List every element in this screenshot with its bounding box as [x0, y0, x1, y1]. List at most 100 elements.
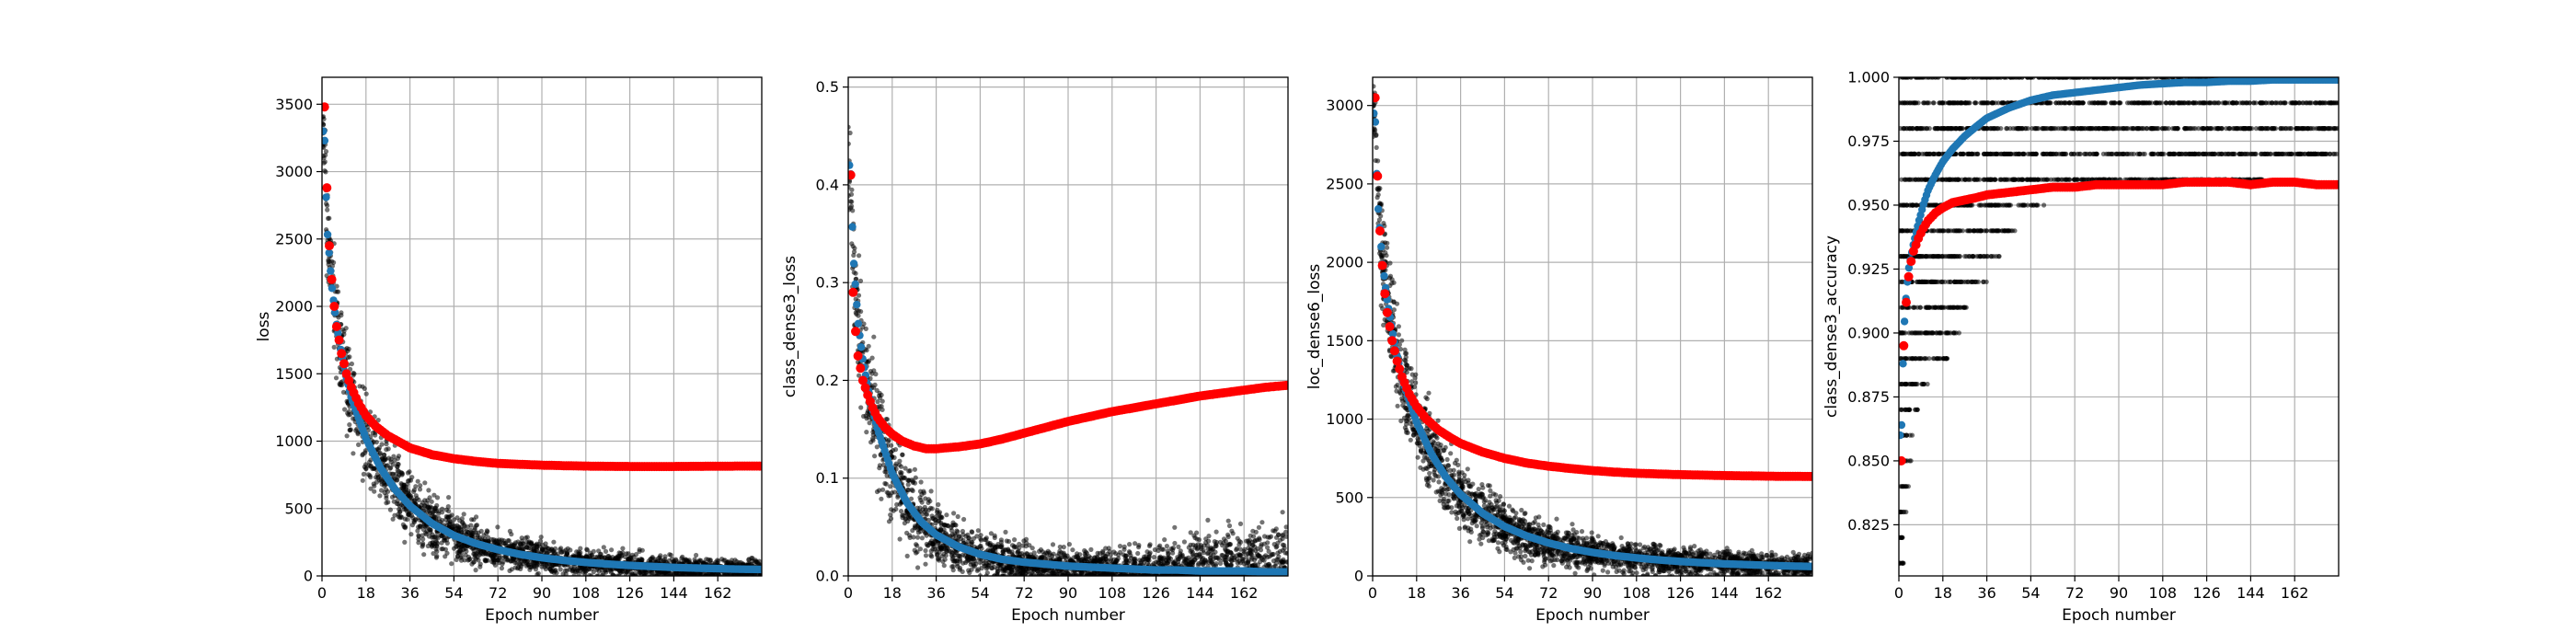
train-step-point: [543, 566, 548, 572]
train-step-point: [587, 572, 592, 576]
train-epoch-point: [322, 193, 330, 201]
train-step-point: [884, 417, 891, 422]
x-tick-label: 144: [660, 584, 688, 602]
train-step-point: [374, 479, 379, 485]
train-step-point: [626, 551, 631, 557]
train-step-point: [925, 543, 930, 548]
train-step-point: [527, 564, 533, 570]
train-step-point: [495, 524, 500, 530]
y-tick-label: 0: [304, 568, 313, 585]
train-step-point: [474, 523, 480, 528]
train-step-point: [543, 545, 549, 550]
train-step-point: [425, 504, 431, 510]
train-epoch-point: [334, 329, 342, 338]
train-step-point: [912, 466, 918, 472]
train-step-point: [704, 557, 709, 562]
train-step-point: [871, 368, 877, 374]
train-step-point: [325, 202, 330, 208]
train-step-point: [1011, 545, 1018, 550]
train-step-point: [970, 529, 975, 535]
train-step-point: [898, 472, 903, 477]
train-step-point: [883, 481, 889, 487]
train-step-point: [988, 531, 994, 536]
train-step-point: [351, 451, 356, 456]
train-step-point: [1005, 565, 1011, 571]
validation-point: [322, 183, 332, 193]
train-step-point: [1200, 559, 1206, 565]
train-step-point: [853, 296, 858, 302]
train-step-point: [596, 555, 602, 561]
train-step-point: [356, 442, 362, 447]
train-step-point: [526, 540, 532, 546]
train-step-point: [977, 559, 983, 565]
train-step-point: [1266, 548, 1271, 555]
train-step-point: [961, 516, 967, 523]
train-step-point: [1206, 534, 1212, 539]
train-step-point: [851, 252, 857, 259]
train-step-point: [914, 550, 919, 556]
train-step-point: [388, 456, 394, 462]
train-step-point: [492, 540, 498, 546]
x-tick-label: 90: [533, 584, 551, 602]
train-step-point: [349, 361, 354, 367]
train-step-point: [507, 528, 513, 535]
train-step-point: [384, 500, 389, 506]
train-step-point: [431, 551, 436, 557]
train-step-point: [915, 565, 921, 570]
train-step-point: [638, 557, 644, 562]
train-step-point: [693, 558, 698, 565]
train-step-point: [499, 566, 505, 571]
train-step-point: [1283, 524, 1288, 530]
train-step-point: [532, 543, 537, 548]
train-step-point: [497, 539, 503, 545]
train-step-point: [342, 407, 348, 412]
train-step-point: [658, 553, 663, 558]
train-step-point: [926, 517, 932, 523]
x-tick-label: 18: [357, 584, 375, 602]
train-step-point: [992, 535, 997, 541]
train-step-point: [1236, 542, 1242, 547]
train-step-point: [1213, 555, 1218, 560]
train-step-point: [926, 500, 931, 506]
train-step-point: [472, 527, 477, 533]
train-step-point: [872, 454, 878, 459]
train-step-point: [433, 555, 439, 560]
train-step-point: [632, 570, 638, 576]
train-step-point: [1029, 546, 1035, 551]
train-step-point: [323, 149, 329, 155]
train-step-point: [897, 458, 903, 464]
train-step-point: [434, 502, 440, 509]
data-marks: [322, 102, 762, 576]
train-step-point: [658, 557, 663, 562]
train-step-point: [750, 556, 755, 561]
train-step-point: [880, 407, 885, 412]
train-step-point: [978, 533, 983, 538]
train-step-point: [473, 568, 478, 573]
train-step-point: [523, 535, 529, 541]
train-step-point: [417, 487, 423, 492]
train-step-point: [963, 534, 969, 539]
train-step-point: [1164, 544, 1169, 549]
train-step-point: [856, 308, 861, 314]
train-step-point: [1262, 534, 1268, 539]
train-step-point: [856, 313, 861, 318]
train-step-point: [891, 489, 898, 495]
train-step-point: [476, 530, 481, 535]
y-tick-label: 3000: [275, 163, 313, 180]
train-step-point: [599, 568, 604, 573]
train-step-point: [460, 520, 466, 525]
train-step-point: [326, 259, 331, 264]
train-step-point: [425, 498, 431, 503]
train-step-point: [362, 448, 368, 454]
train-step-point: [1213, 563, 1218, 569]
data-marks: [848, 124, 1288, 576]
validation-point: [757, 461, 762, 471]
train-step-point: [486, 538, 491, 545]
train-step-point: [322, 159, 328, 165]
train-step-point: [923, 496, 928, 501]
train-step-point: [905, 477, 911, 483]
train-step-point: [616, 556, 622, 562]
y-tick-label: 2000: [275, 298, 313, 316]
train-step-point: [1205, 517, 1211, 523]
